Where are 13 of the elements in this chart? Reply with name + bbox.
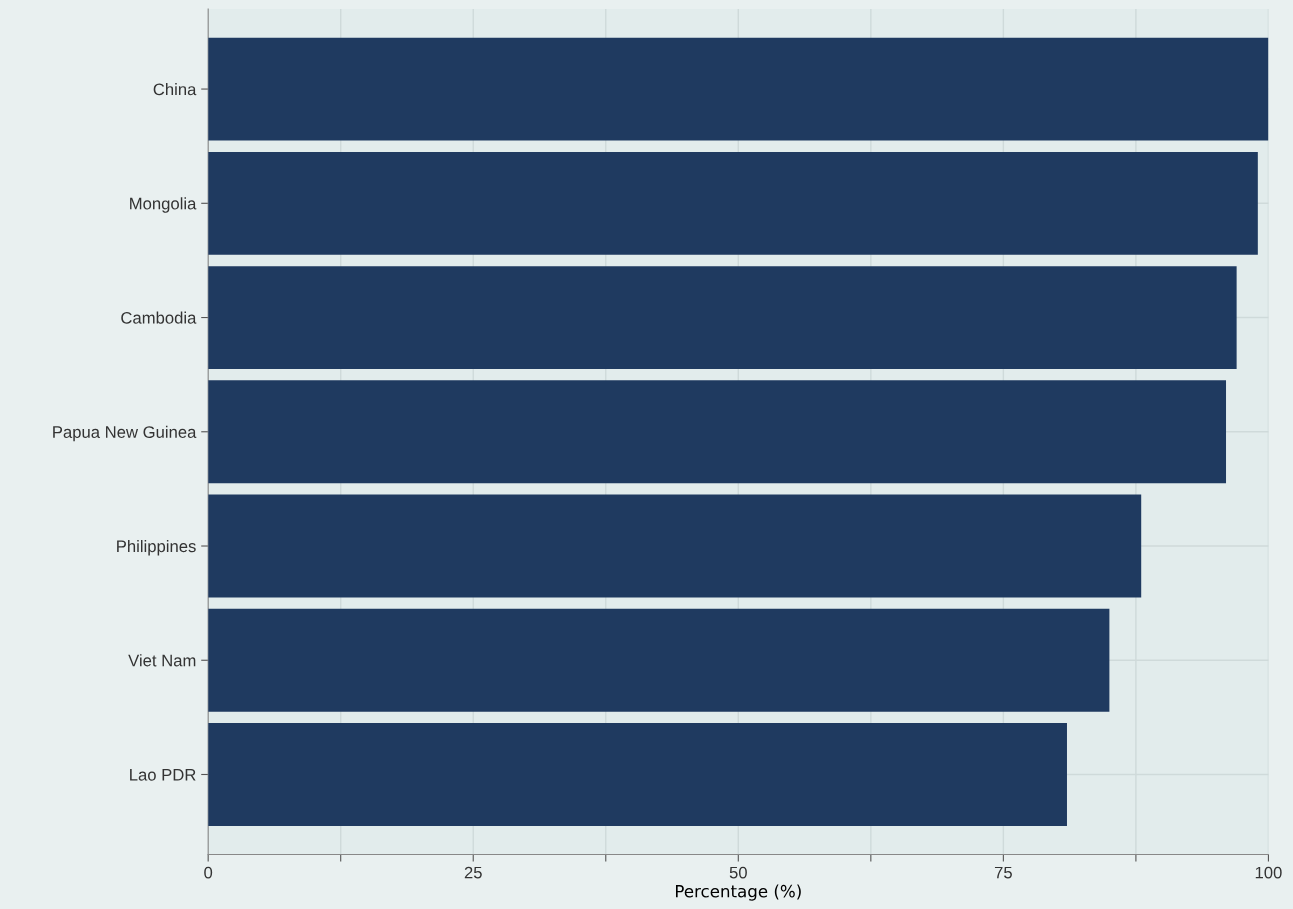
- x-tick-label: 25: [464, 866, 482, 879]
- y-tick-label: Viet Nam: [128, 654, 196, 667]
- y-tick-label: Philippines: [117, 539, 196, 556]
- y-tick-label: Lao PDR: [130, 769, 196, 781]
- x-tick-label: 50: [729, 866, 747, 879]
- y-tick-label: China: [153, 83, 197, 96]
- x-tick-label: 0: [204, 866, 213, 879]
- x-tick-label: 100: [1255, 866, 1282, 879]
- y-tick-label: Cambodia: [121, 311, 197, 324]
- y-tick-label: Mongolia: [130, 197, 197, 213]
- x-axis-title: Percentage (%): [676, 884, 801, 901]
- x-tick-label: 75: [994, 866, 1012, 879]
- y-tick-label: Papua New Guinea: [53, 425, 197, 442]
